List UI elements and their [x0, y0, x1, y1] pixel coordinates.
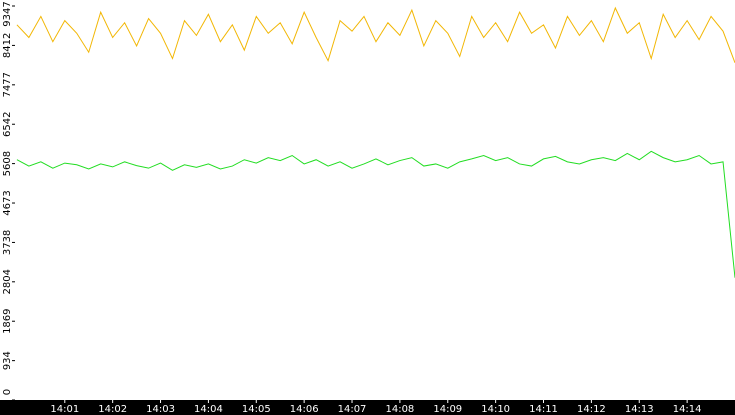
y-tick-label: 6542: [2, 112, 13, 137]
y-tick-label: 7477: [2, 72, 13, 97]
x-tick-label: 14:10: [481, 404, 510, 415]
x-tick-label: 14:09: [433, 404, 462, 415]
y-tick-label: 5608: [2, 151, 13, 176]
x-tick-label: 14:11: [529, 404, 558, 415]
x-tick-label: 14:06: [290, 404, 319, 415]
x-tick-label: 14:14: [673, 404, 702, 415]
y-tick-label: 8412: [2, 33, 13, 58]
x-tick-label: 14:07: [338, 404, 367, 415]
x-tick-label: 14:13: [625, 404, 654, 415]
y-tick-label: 4673: [2, 190, 13, 215]
x-tick-label: 14:02: [98, 404, 127, 415]
y-tick-label: 934: [2, 351, 13, 370]
series-line: [16, 6, 735, 63]
y-tick-label: 0: [2, 389, 13, 395]
y-tick-label: 3738: [2, 230, 13, 255]
y-tick-label: 9347: [2, 1, 13, 26]
x-tick-label: 14:04: [194, 404, 223, 415]
x-tick-label: 14:12: [577, 404, 606, 415]
series-line: [16, 150, 735, 278]
y-tick-label: 2804: [2, 269, 13, 294]
y-tick-label: 1869: [2, 308, 13, 333]
x-tick-label: 14:01: [50, 404, 79, 415]
x-tick-label: 14:03: [146, 404, 175, 415]
x-tick-label: 14:08: [385, 404, 414, 415]
x-axis-band: [0, 400, 735, 415]
x-tick-label: 14:05: [242, 404, 271, 415]
